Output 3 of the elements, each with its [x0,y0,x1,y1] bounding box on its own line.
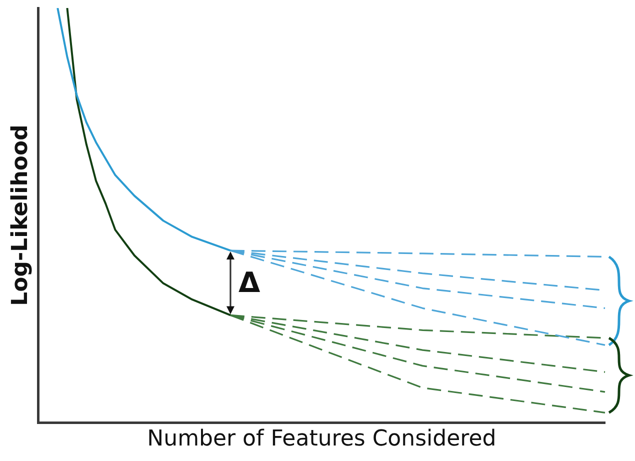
x-axis-title: Number of Features Considered [147,426,496,452]
annotation: Δ [238,266,260,299]
y-axis-title: Log-Likelihood [8,124,33,306]
